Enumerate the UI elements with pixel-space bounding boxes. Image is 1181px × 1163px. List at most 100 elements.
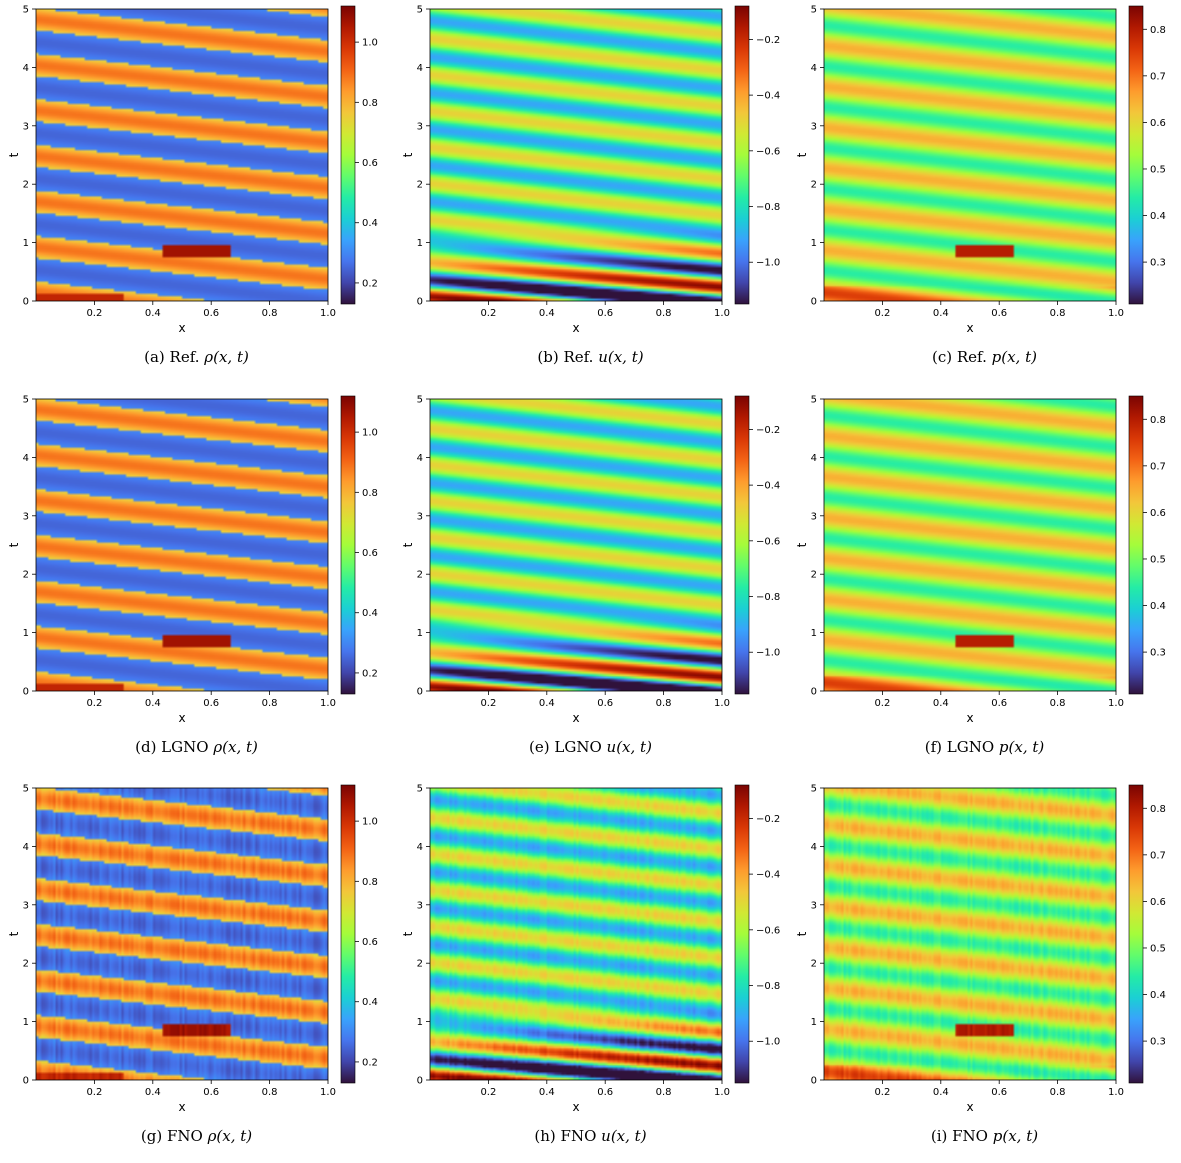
caption-b: (b) Ref. u(x, t) — [537, 348, 644, 366]
panel-f: 0.2 0.4 0.6 0.8 1.0 0 1 2 3 4 5 x t 0.3 0.4 0.5 0.6 0.7 0.… — [788, 390, 1181, 774]
x-axis-label: x — [966, 321, 973, 335]
colorbar — [734, 395, 750, 695]
colorbar-tick-label: 0.7 — [1150, 71, 1166, 82]
x-tick-label: 0.6 — [203, 1087, 219, 1098]
heatmap-u-fno: 0.2 0.4 0.6 0.8 1.0 0 1 2 3 4 5 x t −0.2 −0.4 −0.6 −0.8 −… — [401, 784, 780, 1115]
x-tick-label: 0.6 — [991, 1087, 1007, 1098]
heatmap-image — [36, 9, 328, 301]
x-tick-label: 1.0 — [1108, 308, 1124, 319]
heatmap-image — [824, 9, 1116, 301]
x-tick-label: 0.6 — [203, 308, 219, 319]
y-tick-label: 3 — [811, 900, 817, 911]
y-tick-label: 2 — [811, 180, 817, 191]
y-tick-label: 2 — [23, 959, 29, 970]
caption-e: (e) LGNO u(x, t) — [529, 738, 652, 756]
y-axis-label: t — [401, 542, 415, 547]
y-tick-label: 1 — [417, 1017, 423, 1028]
colorbar-tick-label: 0.4 — [1150, 211, 1166, 222]
x-tick-label: 1.0 — [714, 1087, 730, 1098]
colorbar-tick-label: 0.4 — [362, 997, 378, 1008]
y-axis-label: t — [7, 152, 21, 157]
x-tick-label: 0.4 — [539, 1087, 555, 1098]
colorbar-tick-label: 0.2 — [362, 1057, 378, 1068]
y-tick-label: 2 — [811, 959, 817, 970]
x-tick-label: 0.8 — [262, 1087, 278, 1098]
x-tick-label: 0.2 — [480, 698, 496, 709]
plot-frame — [823, 8, 1117, 302]
colorbar-tick-label: 0.4 — [1150, 601, 1166, 612]
colorbar-tick-label: −1.0 — [756, 1037, 780, 1048]
y-tick-label: 1 — [417, 628, 423, 639]
x-tick-label: 0.4 — [145, 1087, 161, 1098]
colorbar-tick-label: −0.2 — [756, 814, 780, 825]
y-tick-label: 3 — [417, 121, 423, 132]
panel-e: 0.2 0.4 0.6 0.8 1.0 0 1 2 3 4 5 x t −0.2 −0.4 −0.6 −0.8 −… — [394, 390, 787, 774]
x-tick-label: 0.2 — [480, 308, 496, 319]
y-tick-label: 0 — [23, 297, 29, 308]
y-tick-label: 1 — [811, 238, 817, 249]
plot-frame — [429, 8, 723, 302]
x-tick-label: 0.2 — [480, 1087, 496, 1098]
colorbar — [1128, 5, 1144, 305]
y-tick-label: 0 — [811, 1076, 817, 1087]
y-tick-label: 4 — [811, 63, 817, 74]
colorbar-tick-label: 0.8 — [1150, 415, 1166, 426]
heatmap-image — [430, 9, 722, 301]
colorbar-tick-label: −0.6 — [756, 146, 780, 157]
y-tick-label: 3 — [811, 121, 817, 132]
colorbar-tick-label: −0.2 — [756, 425, 780, 436]
plot-frame — [35, 787, 329, 1081]
colorbar-tick-label: 0.6 — [362, 548, 378, 559]
y-tick-label: 4 — [811, 453, 817, 464]
y-tick-label: 0 — [417, 1076, 423, 1087]
x-tick-label: 0.4 — [933, 698, 949, 709]
x-axis-label: x — [178, 1100, 185, 1114]
x-tick-label: 0.2 — [86, 698, 102, 709]
panel-h: 0.2 0.4 0.6 0.8 1.0 0 1 2 3 4 5 x t −0.2 −0.4 −0.6 −0.8 −… — [394, 779, 787, 1163]
y-tick-label: 0 — [417, 687, 423, 698]
y-tick-label: 3 — [417, 511, 423, 522]
colorbar-tick-label: −0.4 — [756, 91, 780, 102]
colorbar-tick-label: −0.8 — [756, 592, 780, 603]
colorbar-tick-label: −0.4 — [756, 481, 780, 492]
colorbar-tick-label: 0.6 — [1150, 118, 1166, 129]
x-tick-label: 1.0 — [320, 698, 336, 709]
y-tick-label: 5 — [417, 784, 423, 795]
y-tick-label: 5 — [417, 5, 423, 16]
heatmap-rho-ref: 0.2 0.4 0.6 0.8 1.0 0 1 2 3 4 5 x t 0.2 0.4 0.6 0.8 1.0 — [7, 5, 378, 336]
x-tick-label: 0.8 — [656, 1087, 672, 1098]
x-tick-label: 0.4 — [933, 308, 949, 319]
x-tick-label: 1.0 — [714, 698, 730, 709]
x-tick-label: 0.6 — [597, 308, 613, 319]
plot-frame — [823, 398, 1117, 692]
colorbar-tick-label: 0.8 — [1150, 804, 1166, 815]
x-axis-label: x — [572, 1100, 579, 1114]
y-tick-label: 3 — [417, 900, 423, 911]
colorbar-tick-label: 0.5 — [1150, 554, 1166, 565]
plot-frame — [823, 787, 1117, 1081]
y-tick-label: 1 — [23, 628, 29, 639]
x-tick-label: 0.4 — [145, 308, 161, 319]
y-tick-label: 1 — [23, 1017, 29, 1028]
y-tick-label: 5 — [811, 395, 817, 406]
panel-i: 0.2 0.4 0.6 0.8 1.0 0 1 2 3 4 5 x t 0.3 0.4 0.5 0.6 0.7 0.… — [788, 779, 1181, 1163]
colorbar-tick-label: 0.3 — [1150, 1037, 1166, 1048]
colorbar-tick-label: 0.6 — [362, 937, 378, 948]
heatmap-image — [430, 399, 722, 691]
heatmap-image — [36, 399, 328, 691]
x-axis-label: x — [572, 711, 579, 725]
colorbar — [1128, 395, 1144, 695]
plot-frame — [429, 787, 723, 1081]
colorbar — [340, 784, 356, 1084]
colorbar — [734, 784, 750, 1084]
colorbar — [340, 395, 356, 695]
y-tick-label: 3 — [23, 121, 29, 132]
y-tick-label: 5 — [811, 5, 817, 16]
y-tick-label: 3 — [811, 511, 817, 522]
y-tick-label: 0 — [811, 297, 817, 308]
x-tick-label: 1.0 — [1108, 1087, 1124, 1098]
y-tick-label: 0 — [23, 1076, 29, 1087]
colorbar-tick-label: 0.5 — [1150, 943, 1166, 954]
x-tick-label: 0.8 — [656, 308, 672, 319]
y-tick-label: 1 — [23, 238, 29, 249]
